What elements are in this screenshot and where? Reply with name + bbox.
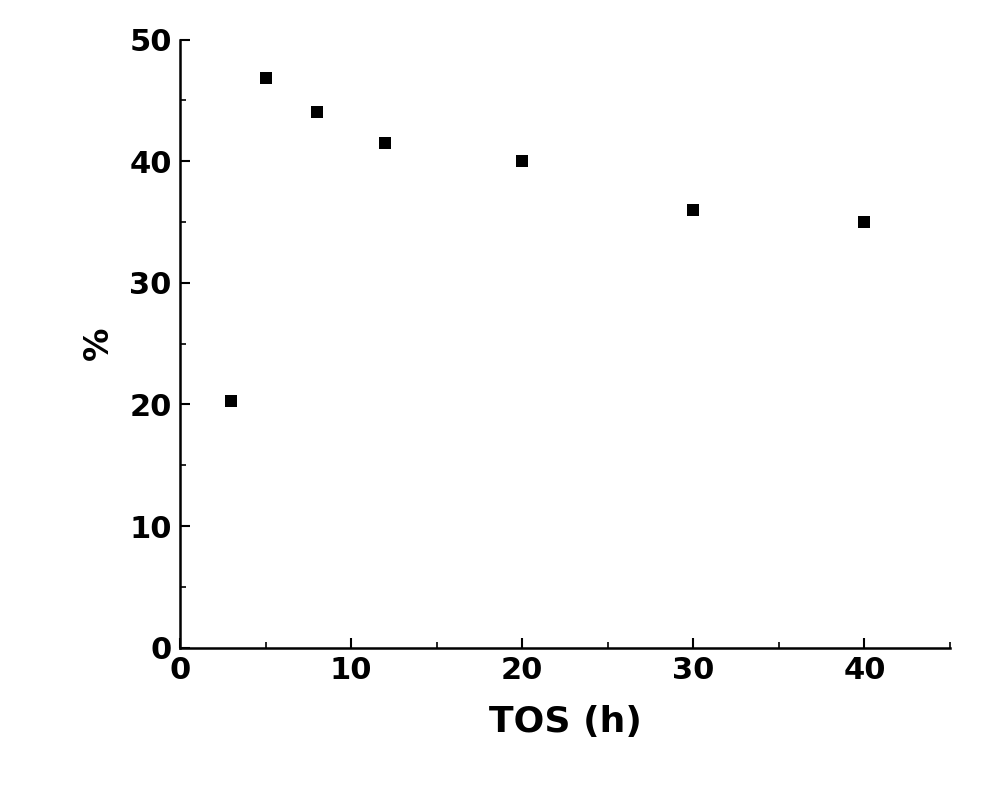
Point bbox=[856, 216, 872, 228]
Point bbox=[223, 394, 239, 407]
Point bbox=[377, 137, 393, 149]
X-axis label: TOS (h): TOS (h) bbox=[489, 705, 641, 739]
Point bbox=[685, 204, 701, 216]
Point bbox=[258, 72, 274, 85]
Y-axis label: %: % bbox=[82, 327, 115, 360]
Point bbox=[514, 155, 530, 167]
Point bbox=[309, 106, 325, 118]
